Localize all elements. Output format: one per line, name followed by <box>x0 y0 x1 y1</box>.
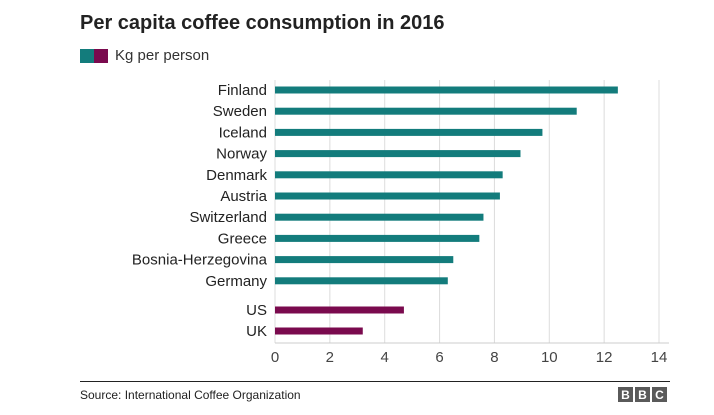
x-tick-label: 10 <box>541 349 558 366</box>
bar <box>275 128 543 136</box>
bar <box>275 277 448 285</box>
bar <box>275 256 454 264</box>
category-label: Austria <box>220 188 267 205</box>
footer-divider <box>80 381 670 382</box>
category-label: Iceland <box>219 124 267 141</box>
legend-swatch-purple <box>94 48 108 63</box>
bar <box>275 306 404 314</box>
x-tick-label: 14 <box>651 349 668 366</box>
category-label: Switzerland <box>189 209 267 226</box>
bar <box>275 192 500 200</box>
x-tick-label: 8 <box>490 349 498 366</box>
x-tick-label: 6 <box>435 349 443 366</box>
category-label: Finland <box>218 82 267 99</box>
category-label: Greece <box>218 230 267 247</box>
bbc-logo: B B C <box>618 387 667 402</box>
bar-chart: Finland Sweden Iceland Norway Denmark Austria… <box>132 80 669 366</box>
category-label: Denmark <box>206 167 267 184</box>
legend-swatch-teal <box>80 48 94 63</box>
legend: Kg per person <box>80 47 209 64</box>
bbc-logo-letter: C <box>652 387 667 402</box>
bbc-logo-letter: B <box>618 387 633 402</box>
category-label: Norway <box>216 146 267 163</box>
chart-title: Per capita coffee consumption in 2016 <box>80 12 445 34</box>
bar <box>275 327 363 335</box>
bar <box>275 213 484 221</box>
bar <box>275 86 618 94</box>
category-label: US <box>246 302 267 319</box>
source-note: Source: International Coffee Organizatio… <box>80 388 301 402</box>
bar <box>275 150 521 158</box>
category-label: UK <box>246 323 267 340</box>
bar <box>275 107 577 115</box>
bar <box>275 171 503 179</box>
category-label: Sweden <box>213 103 267 120</box>
x-tick-label: 4 <box>381 349 389 366</box>
category-label: Bosnia-Herzegovina <box>132 252 268 269</box>
bbc-logo-letter: B <box>635 387 650 402</box>
x-tick-label: 12 <box>596 349 613 366</box>
category-label: Germany <box>205 273 267 290</box>
x-tick-label: 2 <box>326 349 334 366</box>
x-tick-label: 0 <box>271 349 279 366</box>
legend-label: Kg per person <box>115 47 210 64</box>
bar <box>275 234 480 242</box>
